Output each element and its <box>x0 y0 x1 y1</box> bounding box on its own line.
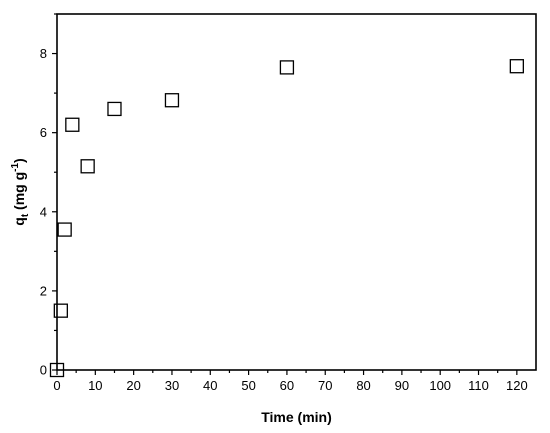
x-axis: 0 10 20 30 40 50 60 70 80 90 100 110 120 <box>53 370 528 393</box>
y-axis-title-superscript: -1 <box>10 163 21 172</box>
x-tick-label: 70 <box>318 378 332 393</box>
x-tick-label: 90 <box>395 378 409 393</box>
x-tick-label: 110 <box>468 378 489 393</box>
y-tick-label: 4 <box>40 204 47 219</box>
data-point <box>53 303 68 318</box>
data-point <box>57 222 72 237</box>
x-tick-label: 120 <box>506 378 528 393</box>
data-point <box>80 159 95 174</box>
y-axis-title-symbol: q <box>11 217 27 226</box>
x-tick-label: 40 <box>203 378 217 393</box>
data-point <box>164 93 180 108</box>
x-tick-label: 10 <box>88 378 102 393</box>
y-tick-label: 6 <box>40 125 47 140</box>
x-tick-label: 0 <box>53 378 60 393</box>
y-axis-title-subscript: t <box>20 213 31 217</box>
x-tick-label: 100 <box>429 378 451 393</box>
plot-frame <box>56 13 537 371</box>
data-point <box>107 101 122 117</box>
x-tick-label: 20 <box>126 378 140 393</box>
data-point <box>279 60 295 75</box>
x-tick-label: 30 <box>165 378 179 393</box>
x-tick-label: 80 <box>356 378 370 393</box>
data-point <box>49 362 65 378</box>
x-tick-label: 60 <box>280 378 294 393</box>
x-tick-label: 50 <box>241 378 255 393</box>
y-axis-title: qt (mg g-1) <box>10 158 31 225</box>
y-axis: 0 2 4 6 8 <box>40 13 57 378</box>
y-tick-label: 2 <box>40 283 47 298</box>
x-axis-title: Time (min) <box>261 409 332 425</box>
y-axis-title-close: ) <box>11 158 27 163</box>
data-point <box>65 117 80 132</box>
data-point <box>509 59 524 74</box>
data-series <box>49 59 524 378</box>
y-axis-title-units: (mg g <box>11 172 27 214</box>
y-tick-label: 8 <box>40 46 47 61</box>
y-tick-label: 0 <box>40 363 47 378</box>
